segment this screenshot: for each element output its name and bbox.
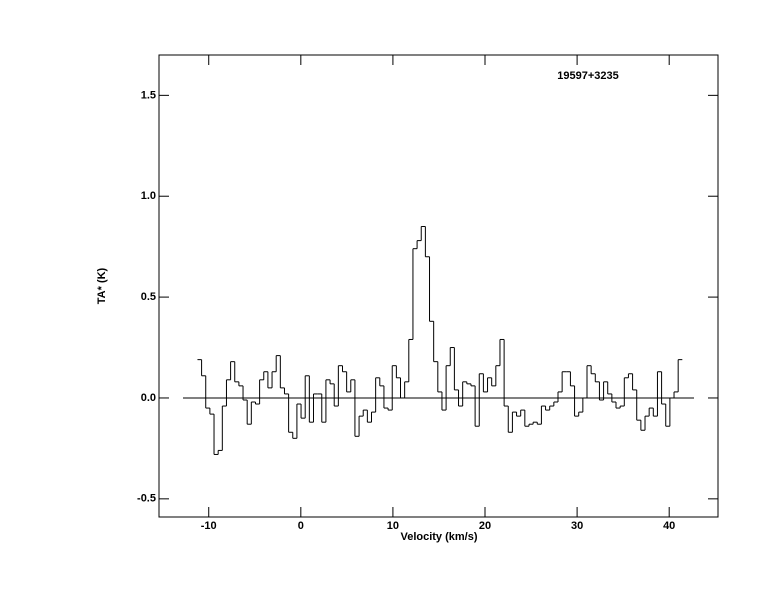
y-tick-label: 1.5 [141, 89, 156, 101]
x-tick-label: -10 [201, 520, 217, 532]
x-tick-label: 40 [663, 520, 675, 532]
y-tick-label: -0.5 [137, 493, 156, 505]
y-tick-label: 0.5 [141, 291, 156, 303]
plot-frame [158, 54, 719, 518]
y-tick-label: 1.0 [141, 190, 156, 202]
x-tick-label: 30 [571, 520, 583, 532]
chart-title: 19597+3235 [557, 70, 618, 82]
x-tick-label: 0 [298, 520, 304, 532]
y-axis-label: TA* (K) [96, 267, 108, 304]
y-tick-label: 0.0 [141, 392, 156, 404]
x-axis-label: Velocity (km/s) [400, 531, 477, 543]
x-tick-label: 10 [387, 520, 399, 532]
x-tick-label: 20 [479, 520, 491, 532]
